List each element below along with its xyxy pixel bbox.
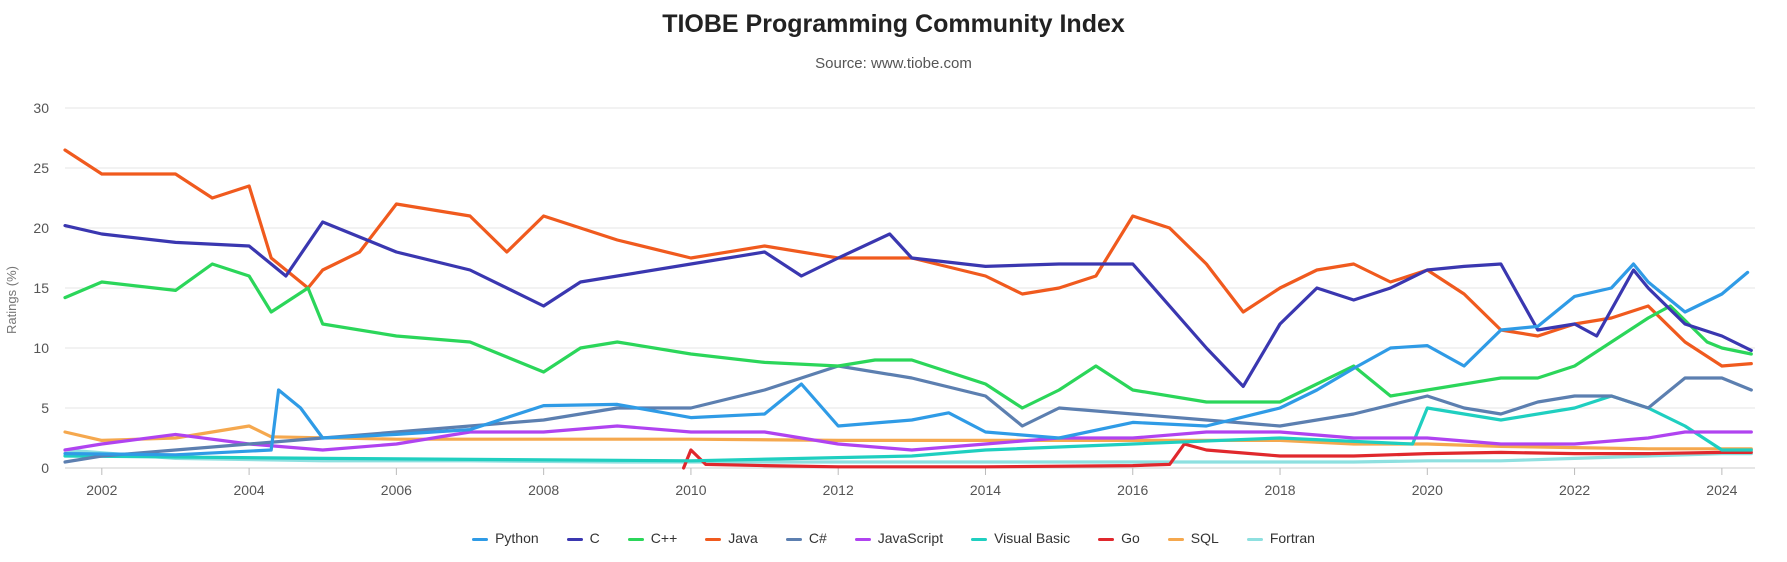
y-tick-label: 5 bbox=[41, 400, 49, 416]
series-line-fortran bbox=[63, 448, 1753, 464]
legend-label: SQL bbox=[1190, 530, 1219, 546]
legend-label: Visual Basic bbox=[994, 530, 1071, 546]
y-tick-label: 20 bbox=[33, 220, 49, 236]
legend-item-c-[interactable]: C++ bbox=[627, 530, 678, 546]
series-line-go bbox=[682, 442, 1753, 470]
legend-swatch bbox=[1098, 537, 1115, 541]
series-line-c- bbox=[63, 262, 1753, 410]
x-tick-label: 2020 bbox=[1412, 482, 1443, 498]
x-tick-label: 2008 bbox=[528, 482, 559, 498]
x-tick-label: 2018 bbox=[1264, 482, 1295, 498]
legend-item-sql[interactable]: SQL bbox=[1167, 530, 1219, 546]
legend-item-visual-basic[interactable]: Visual Basic bbox=[971, 530, 1070, 546]
y-axis-label: Ratings (%) bbox=[4, 266, 19, 334]
x-tick-label: 2024 bbox=[1706, 482, 1737, 498]
legend-label: JavaScript bbox=[877, 530, 944, 546]
x-tick-label: 2004 bbox=[234, 482, 265, 498]
series-line-sql bbox=[63, 424, 1753, 451]
y-tick-label: 30 bbox=[33, 100, 49, 116]
legend-label: Python bbox=[495, 530, 539, 546]
chart-subtitle: Source: www.tiobe.com bbox=[815, 55, 972, 72]
y-tick-label: 0 bbox=[41, 460, 49, 476]
y-tick-label: 15 bbox=[33, 280, 49, 296]
legend-item-python[interactable]: Python bbox=[472, 530, 539, 546]
legend-item-c-[interactable]: C# bbox=[785, 530, 827, 546]
series-line-javascript bbox=[63, 424, 1753, 452]
legend-label: Java bbox=[728, 530, 758, 546]
series-line-c bbox=[63, 220, 1753, 388]
chart-title: TIOBE Programming Community Index bbox=[662, 10, 1125, 38]
legend-label: C++ bbox=[650, 530, 678, 546]
y-tick-label: 25 bbox=[33, 160, 49, 176]
y-tick-label: 10 bbox=[33, 340, 49, 356]
x-tick-label: 2016 bbox=[1117, 482, 1148, 498]
legend-swatch bbox=[627, 537, 644, 541]
x-tick-label: 2006 bbox=[381, 482, 412, 498]
series-line-python bbox=[63, 262, 1750, 457]
legend-swatch bbox=[854, 537, 871, 541]
legend-item-javascript[interactable]: JavaScript bbox=[854, 530, 944, 546]
x-tick-label: 2022 bbox=[1559, 482, 1590, 498]
series-lines bbox=[63, 148, 1753, 470]
x-tick-label: 2010 bbox=[675, 482, 706, 498]
legend-swatch bbox=[1167, 537, 1184, 541]
legend-swatch bbox=[705, 537, 722, 541]
legend-swatch bbox=[1246, 537, 1263, 541]
legend-label: C bbox=[589, 530, 600, 546]
legend-label: Fortran bbox=[1269, 530, 1315, 546]
legend-swatch bbox=[472, 537, 489, 541]
legend-swatch bbox=[971, 537, 988, 541]
x-tick-label: 2012 bbox=[823, 482, 854, 498]
legend-item-fortran[interactable]: Fortran bbox=[1246, 530, 1315, 546]
legend-item-c[interactable]: C bbox=[566, 530, 600, 546]
series-line-c- bbox=[63, 364, 1753, 464]
x-tick-label: 2014 bbox=[970, 482, 1001, 498]
legend-label: Go bbox=[1121, 530, 1140, 546]
series-line-visual-basic bbox=[63, 394, 1753, 463]
legend-label: C# bbox=[808, 530, 827, 546]
axes: 0 5 10 15 20 25 30 2002 2004 2006 2008 2010 2012 2014… bbox=[33, 100, 1737, 498]
legend: Python C C++ Java C# JavaScript Visual Basic Go… bbox=[0, 530, 1787, 546]
legend-swatch bbox=[566, 537, 583, 541]
legend-item-go[interactable]: Go bbox=[1098, 530, 1140, 546]
x-tick-label: 2002 bbox=[86, 482, 117, 498]
series-line-java bbox=[63, 148, 1753, 368]
legend-item-java[interactable]: Java bbox=[705, 530, 758, 546]
legend-swatch bbox=[785, 537, 802, 541]
